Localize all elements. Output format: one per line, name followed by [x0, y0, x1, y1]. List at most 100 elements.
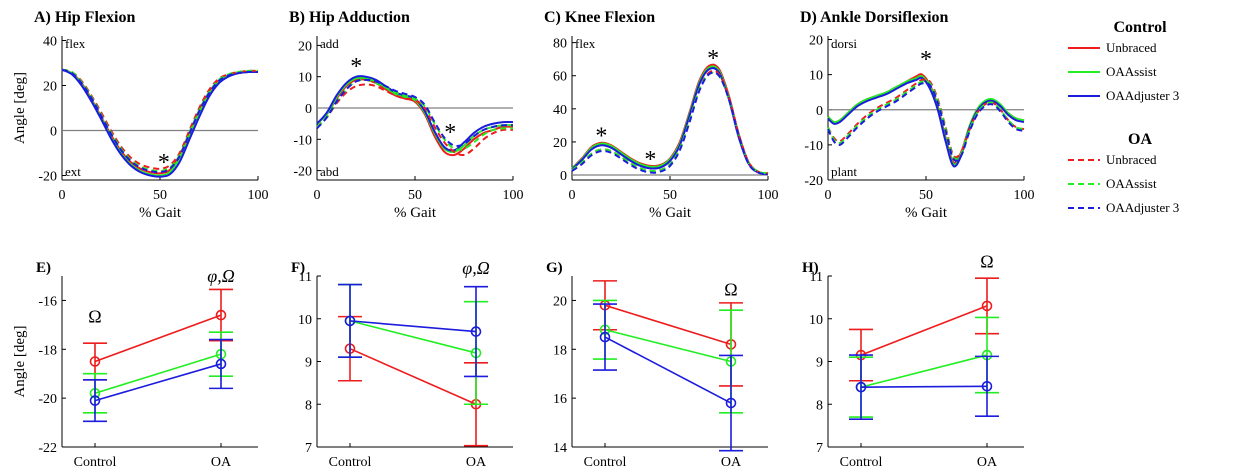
y-tick-label-e: -18	[38, 343, 57, 358]
panel-title-b: B) Hip Adduction	[289, 9, 410, 26]
direction-label-top-c: flex	[575, 36, 596, 51]
x-tick-label-c: 0	[569, 188, 576, 203]
x-axis-label-d: % Gait	[905, 205, 948, 221]
y-tick-label-b: 10	[298, 71, 312, 86]
y-tick-label-a: 40	[43, 35, 57, 50]
y-tick-label-e: -22	[38, 441, 57, 456]
significance-asterisk-c: *	[595, 124, 607, 150]
x-category-label-h: Control	[840, 455, 883, 470]
mean-point-g-blue	[599, 331, 611, 343]
y-tick-label-g: 18	[553, 343, 567, 358]
mean-point-e-blue	[215, 358, 227, 370]
x-tick-label-d: 100	[1014, 188, 1035, 203]
significance-asterisk-a: *	[158, 150, 170, 176]
y-tick-label-f: 7	[305, 441, 312, 456]
series-line-h-blue	[860, 385, 988, 388]
x-tick-label-d: 50	[919, 188, 933, 203]
panel-title-h: H)	[802, 260, 819, 276]
y-tick-label-h: 7	[816, 441, 823, 456]
x-category-label-e: Control	[74, 455, 117, 470]
legend-label-control: OAAssist	[1106, 64, 1157, 79]
series-line-e-blue	[94, 363, 222, 402]
y-tick-label-c: 40	[553, 103, 567, 118]
panel-title-a: A) Hip Flexion	[34, 9, 135, 26]
x-category-label-f: OA	[466, 455, 487, 470]
panel-title-e: E)	[36, 260, 51, 276]
y-tick-label-d: 20	[809, 34, 823, 49]
series-line-c-control-red	[571, 63, 769, 175]
significance-symbol-g: Ω	[724, 280, 737, 300]
y-tick-label-c: 20	[553, 136, 567, 151]
direction-label-top-d: dorsi	[831, 36, 857, 51]
y-tick-label-d: -10	[804, 139, 823, 154]
mean-point-e-red	[215, 309, 227, 321]
x-axis-label-b: % Gait	[394, 205, 437, 221]
y-tick-label-d: 10	[809, 69, 823, 84]
y-tick-label-h: 8	[816, 398, 823, 413]
series-line-e-red	[94, 314, 222, 363]
mean-point-h-blue	[981, 380, 993, 392]
y-tick-label-d: -20	[804, 174, 823, 189]
series-line-c-oa-blue	[571, 71, 769, 176]
x-tick-label-d: 0	[825, 188, 832, 203]
series-line-h-green	[860, 354, 988, 388]
direction-label-bottom-d: plant	[831, 164, 857, 179]
mean-point-e-red	[89, 356, 101, 367]
mean-point-f-blue	[470, 326, 482, 337]
series-line-b-control-red	[316, 78, 514, 157]
y-axis-label-a: Angle [deg]	[12, 72, 28, 144]
x-tick-label-a: 0	[59, 188, 66, 203]
mean-point-h-blue	[855, 381, 867, 393]
y-tick-label-e: -20	[38, 392, 57, 407]
y-tick-label-h: 9	[816, 356, 823, 371]
significance-symbol-h: Ω	[980, 251, 993, 271]
direction-label-top-a: flex	[65, 36, 86, 51]
y-tick-label-f: 8	[305, 398, 312, 413]
series-line-d-control-green	[827, 74, 1025, 166]
y-tick-label-b: -20	[293, 165, 312, 180]
panel-title-g: G)	[546, 260, 563, 276]
legend-label-oa: OAAdjuster 3	[1106, 200, 1179, 215]
x-category-label-f: Control	[329, 455, 372, 470]
panel-title-c: C) Knee Flexion	[544, 9, 655, 26]
series-line-f-red	[349, 347, 477, 405]
direction-label-bottom-a: ext	[65, 164, 81, 179]
x-category-label-e: OA	[211, 455, 232, 470]
series-line-f-blue	[349, 320, 477, 333]
y-tick-label-b: 20	[298, 39, 312, 54]
significance-asterisk-c: *	[644, 147, 656, 173]
legend-label-oa: Unbraced	[1106, 152, 1157, 167]
series-line-g-blue	[604, 336, 732, 404]
x-axis-label-c: % Gait	[649, 205, 692, 221]
y-tick-label-g: 20	[553, 294, 567, 309]
series-line-b-control-green	[316, 76, 514, 154]
series-line-a-oa-red	[61, 68, 259, 170]
significance-asterisk-b: *	[350, 54, 362, 80]
direction-label-top-b: add	[320, 36, 339, 51]
y-axis-label-e: Angle [deg]	[12, 325, 28, 397]
x-tick-label-b: 0	[314, 188, 321, 203]
y-tick-label-b: 0	[305, 102, 312, 117]
series-line-g-green	[604, 328, 732, 363]
series-line-d-oa-red	[827, 78, 1025, 159]
mean-point-e-blue	[89, 395, 101, 406]
mean-point-g-blue	[725, 397, 737, 409]
x-tick-label-c: 50	[663, 188, 677, 203]
x-tick-label-a: 50	[153, 188, 167, 203]
y-tick-label-c: 0	[560, 169, 567, 184]
series-line-d-oa-green	[827, 80, 1025, 161]
legend-title-control: Control	[1113, 19, 1167, 36]
y-tick-label-a: 0	[50, 125, 57, 140]
x-category-label-h: OA	[977, 455, 998, 470]
mean-point-h-red	[981, 300, 993, 312]
y-tick-label-f: 10	[298, 313, 312, 328]
significance-symbol-e: φ,Ω	[207, 266, 234, 286]
legend-title-oa: OA	[1128, 131, 1152, 148]
series-line-e-green	[94, 353, 222, 395]
y-tick-label-g: 14	[553, 441, 567, 456]
series-line-a-control-blue	[61, 68, 259, 178]
legend-label-oa: OAAssist	[1106, 176, 1157, 191]
series-line-h-red	[860, 305, 988, 356]
x-tick-label-b: 50	[408, 188, 422, 203]
